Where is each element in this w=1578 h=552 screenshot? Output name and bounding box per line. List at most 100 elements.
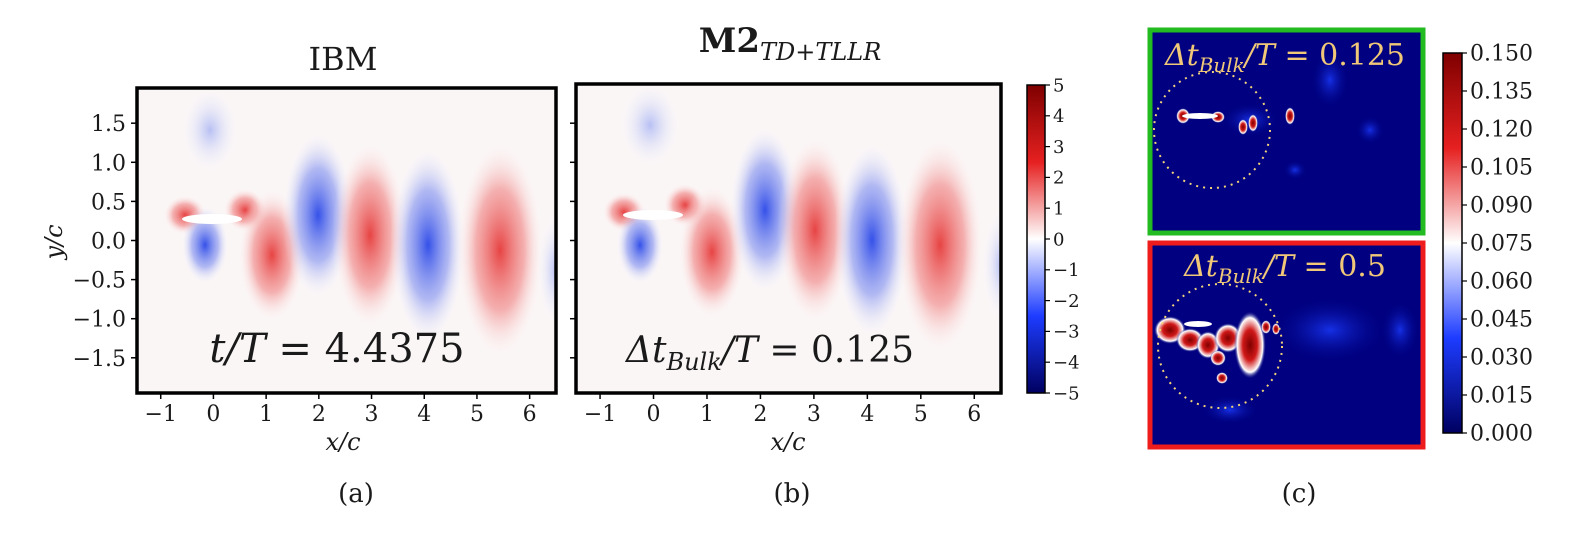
panel-b-annotation: ΔtBulk/T = 0.125	[624, 330, 914, 376]
colorbar-tick-label: 0.075	[1470, 232, 1533, 257]
colorbar-tick-label: 0.030	[1470, 346, 1533, 371]
wake-vortex-a6	[536, 210, 556, 330]
y-tick-label: −1.0	[73, 308, 126, 333]
x-tick-label: −1	[144, 402, 176, 427]
x-tick-label: 4	[417, 402, 431, 427]
x-tick-label: 4	[860, 402, 874, 427]
panel-c-bottom-field	[1152, 245, 1421, 445]
colorbar-error	[1442, 52, 1463, 434]
colorbar-error-ticks: 0.150 0.135 0.120 0.105 0.090 0.075 0.060 0.045…	[1462, 42, 1533, 447]
x-tick-label: 0	[206, 402, 220, 427]
colorbar-tick-label: 4	[1053, 106, 1064, 127]
error-hotspot	[1261, 320, 1271, 334]
colorbar-tick-label: 0.090	[1470, 194, 1533, 219]
error-hotspot	[1238, 119, 1248, 135]
vortex-top-blue-b	[618, 84, 682, 170]
error-hotspot	[1210, 350, 1226, 366]
colorbar-tick-label: 0.045	[1470, 308, 1533, 333]
error-hotspot	[1285, 107, 1295, 125]
region-circle	[1153, 71, 1271, 189]
panel-b-y-ticks	[570, 122, 576, 359]
colorbar-tick-label: 3	[1053, 137, 1064, 158]
panel-a-y-ticks: −1.5 −1.0 −0.5 0.0 0.5 1.0 1.5	[73, 112, 137, 372]
x-tick-label: −1	[584, 402, 616, 427]
colorbar-tick-label: 0	[1053, 229, 1064, 250]
panel-a-xlabel: x/c	[325, 428, 360, 456]
colorbar-tick-label: 0.015	[1470, 384, 1533, 409]
vortex-top-blue	[180, 88, 240, 175]
colorbar-tick-label: 0.135	[1470, 80, 1533, 105]
panel-a-ylabel: y/c	[40, 224, 68, 260]
colorbar-vorticity	[1026, 84, 1046, 394]
y-tick-label: 0.0	[91, 230, 126, 255]
colorbar-tick-label: −2	[1053, 291, 1080, 312]
panel-b-x-ticks: −1 0 1 2 3 4 5 6	[584, 393, 981, 427]
vortex-le-blue-b	[616, 205, 664, 285]
colorbar-tick-label: −5	[1053, 383, 1080, 404]
x-tick-label: 2	[753, 402, 767, 427]
colorbar-tick-label: −3	[1053, 322, 1080, 343]
x-tick-label: 1	[700, 402, 714, 427]
wake-vortex-b3	[777, 135, 853, 325]
wake-vortex-b6	[981, 205, 1001, 325]
panel-a-annotation: t/T = 4.4375	[209, 326, 464, 372]
wake-vortex-b4	[834, 140, 910, 340]
colorbar-tick-label: 0.060	[1470, 270, 1533, 295]
error-hotspot	[1234, 311, 1266, 379]
y-tick-label: −1.5	[73, 347, 126, 372]
panel-c-top-field	[1152, 32, 1421, 231]
airfoil-b	[623, 210, 683, 220]
colorbar-tick-label: 0.150	[1470, 42, 1533, 67]
y-tick-label: 1.0	[91, 151, 126, 176]
error-hotspot	[1248, 114, 1258, 132]
error-hotspot	[1211, 111, 1225, 123]
colorbar-tick-label: 0.105	[1470, 156, 1533, 181]
panel-a-x-ticks: −1 0 1 2 3 4 5 6	[144, 393, 537, 427]
panel-c-top-label: ΔtBulk/T = 0.125	[1164, 38, 1405, 77]
panel-c-caption: (c)	[1282, 479, 1317, 509]
panel-b-caption: (b)	[774, 479, 811, 509]
colorbar-tick-label: 1	[1053, 199, 1064, 220]
airfoil-c-bottom	[1184, 321, 1212, 327]
colorbar-tick-label: 5	[1053, 75, 1064, 96]
colorbar-tick-label: 2	[1053, 168, 1064, 189]
x-tick-label: 3	[807, 402, 821, 427]
wake-vortex-a5	[456, 140, 544, 360]
error-hotspot	[1216, 372, 1228, 384]
x-tick-label: 0	[647, 402, 661, 427]
x-tick-label: 5	[914, 402, 928, 427]
colorbar-tick-label: −1	[1053, 260, 1080, 281]
panel-b-title: M2TD+TLLR	[699, 21, 882, 66]
error-hotspot	[1272, 323, 1280, 335]
panel-c-top-frame	[1147, 27, 1426, 236]
y-tick-label: −0.5	[73, 269, 126, 294]
x-tick-label: 1	[259, 402, 273, 427]
panel-a-caption: (a)	[338, 479, 374, 509]
wake-vortex-a3	[332, 140, 408, 330]
wake-vortex-a4	[390, 145, 466, 345]
region-circle	[1157, 283, 1283, 409]
y-tick-label: 1.5	[91, 112, 126, 137]
panel-b-xlabel: x/c	[770, 428, 805, 456]
x-tick-label: 6	[967, 402, 981, 427]
x-tick-label: 5	[470, 402, 484, 427]
colorbar-tick-label: −4	[1053, 353, 1080, 374]
panel-c-bottom-frame	[1147, 240, 1426, 450]
airfoil-c-top	[1182, 113, 1218, 119]
wake-vortex-b5	[896, 135, 984, 355]
x-tick-label: 3	[365, 402, 379, 427]
wake-vortex-b1	[678, 184, 746, 320]
vortex-le-blue	[181, 205, 229, 285]
panel-b-frame	[574, 82, 1003, 395]
colorbar-tick-label: 0.000	[1470, 422, 1533, 447]
x-tick-label: 6	[523, 402, 537, 427]
panel-b-field	[576, 84, 1001, 393]
panel-c-bottom-label: ΔtBulk/T = 0.5	[1183, 249, 1386, 288]
x-tick-label: 2	[312, 402, 326, 427]
y-tick-label: 0.5	[91, 190, 126, 215]
airfoil	[182, 214, 242, 224]
panel-a-title: IBM	[309, 40, 378, 78]
panel-a-field	[137, 88, 556, 393]
colorbar-vorticity-ticks: 5 4 3 2 1 0 −1 −2 −3 −4 −5	[1045, 75, 1080, 404]
